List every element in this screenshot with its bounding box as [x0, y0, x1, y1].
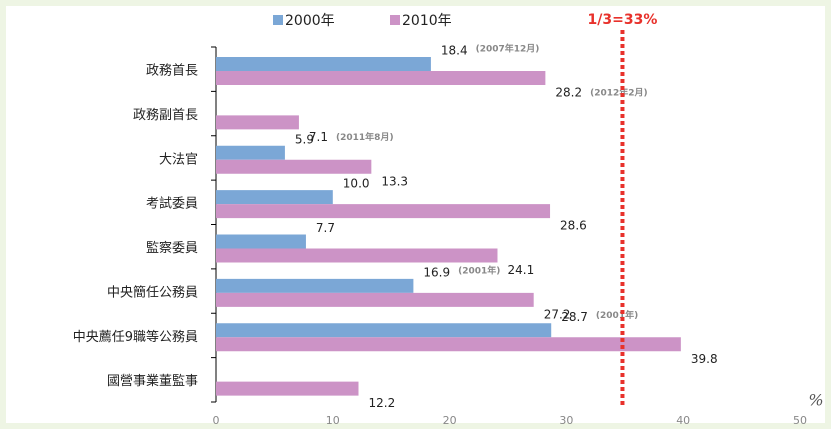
- value-label: 27.2: [544, 307, 571, 321]
- bar: [216, 292, 534, 307]
- bar: [216, 145, 285, 160]
- bar: [216, 57, 431, 71]
- value-label: 28.7: [561, 310, 588, 324]
- annotation: (2007年12月): [476, 43, 540, 55]
- legend-label: 2000年: [285, 13, 335, 29]
- x-tick-label: 10: [326, 414, 340, 427]
- y-tick-label: 監察委員: [146, 240, 198, 256]
- value-label: 39.8: [691, 352, 718, 366]
- annotation: (2001年): [596, 309, 638, 321]
- legend-label: 2010年: [402, 13, 452, 29]
- value-label: 5.9: [295, 132, 314, 146]
- bar: [216, 190, 333, 205]
- annotation: (2012年2月): [590, 87, 648, 99]
- bar: [216, 337, 681, 352]
- value-label: 18.4: [441, 44, 468, 58]
- value-label: 10.0: [343, 177, 370, 191]
- bar: [216, 159, 372, 174]
- y-tick-label: 中央簡任公務員: [107, 285, 198, 300]
- value-label: 28.6: [560, 219, 587, 233]
- value-label: 28.2: [555, 86, 582, 100]
- value-label: 12.2: [368, 396, 395, 410]
- bar: [216, 248, 498, 263]
- bar: [216, 115, 299, 130]
- legend-swatch: [390, 15, 400, 25]
- bar: [216, 234, 306, 249]
- value-label: 7.1: [309, 130, 328, 144]
- legend-swatch: [273, 15, 283, 25]
- y-tick-label: 政務副首長: [133, 108, 198, 123]
- value-label: 13.3: [381, 174, 408, 188]
- x-tick-label: 30: [559, 414, 573, 427]
- y-tick-label: 大法官: [159, 151, 198, 167]
- x-tick-label: 50: [793, 414, 807, 427]
- x-tick-label: 20: [443, 414, 457, 427]
- x-unit: %: [808, 391, 823, 410]
- bar: [216, 204, 551, 219]
- annotation: (2001年): [458, 264, 500, 276]
- annotation: (2011年8月): [336, 131, 394, 143]
- reference-label: 1/3=33%: [588, 12, 658, 28]
- x-tick-label: 0: [213, 414, 220, 427]
- value-label: 7.7: [316, 221, 335, 235]
- y-tick-label: 政務首長: [146, 64, 198, 79]
- y-tick-label: 中央薦任9職等公務員: [73, 329, 198, 345]
- x-tick-label: 40: [676, 414, 690, 427]
- bar: [216, 278, 414, 293]
- y-tick-label: 國營事業董監事: [107, 373, 198, 389]
- value-label: 24.1: [507, 263, 534, 277]
- bar: [216, 71, 546, 85]
- y-tick-label: 考試委員: [146, 196, 198, 212]
- value-label: 16.9: [423, 265, 450, 279]
- bar: [216, 381, 359, 396]
- bar: [216, 323, 552, 338]
